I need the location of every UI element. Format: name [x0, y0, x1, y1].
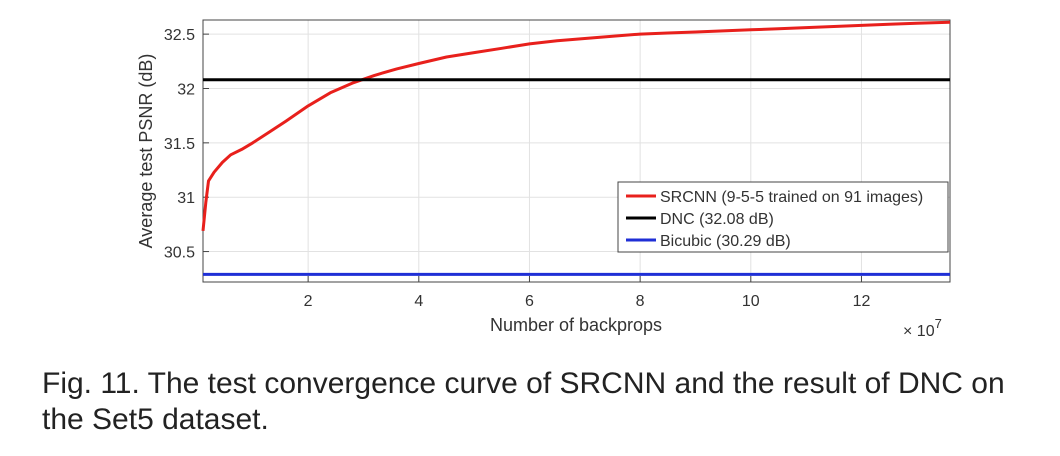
legend-label-srcnn: SRCNN (9-5-5 trained on 91 images) [660, 189, 923, 206]
axis-ticks: 2 4 6 8 10 12 30.5 31 31.5 32 32.5 [164, 27, 871, 310]
x-tick-label: 8 [636, 293, 645, 310]
y-tick-label: 31 [177, 190, 195, 207]
y-tick-label: 32 [177, 81, 195, 98]
y-tick-label: 31.5 [164, 136, 195, 153]
legend: SRCNN (9-5-5 trained on 91 images) DNC (… [617, 181, 949, 253]
plot-area [202, 19, 951, 283]
y-tick-label: 30.5 [164, 245, 195, 262]
y-tick-label: 32.5 [164, 27, 195, 44]
x-tick-label: 2 [304, 293, 313, 310]
convergence-chart: 2 4 6 8 10 12 30.5 31 31.5 32 32.5 SRCNN (9-5-5 tr… [136, 19, 951, 340]
x-tick-label: 6 [525, 293, 534, 310]
x-axis-multiplier: × 107 [903, 316, 942, 340]
series-layer [201, 20, 951, 276]
y-axis-label: Average test PSNR (dB) [136, 54, 156, 249]
x-tick-label: 12 [853, 293, 871, 310]
legend-label-bicubic: Bicubic (30.29 dB) [660, 233, 791, 250]
x-tick-label: 4 [414, 293, 423, 310]
x-axis-label: Number of backprops [490, 315, 662, 335]
x-tick-label: 10 [742, 293, 760, 310]
grid [203, 20, 950, 282]
srcnn-curve [201, 20, 951, 232]
figure-caption: Fig. 11. The test convergence curve of S… [42, 367, 1005, 436]
legend-label-dnc: DNC (32.08 dB) [660, 211, 774, 228]
